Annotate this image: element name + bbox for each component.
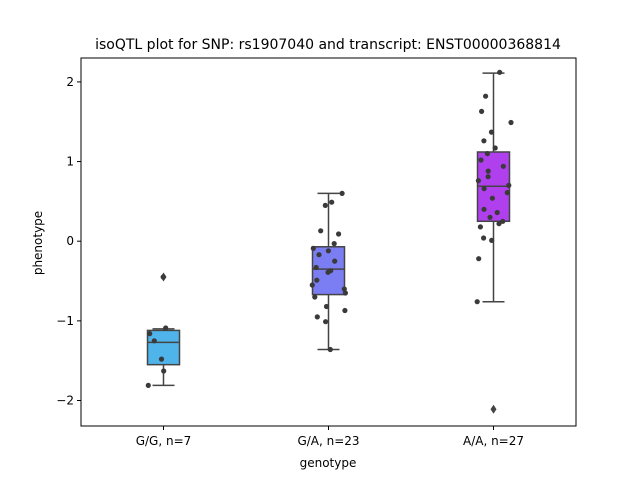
data-point bbox=[506, 182, 512, 188]
x-axis: G/G, n=7 G/A, n=23 A/A, n=27 bbox=[136, 426, 524, 448]
data-point bbox=[331, 241, 337, 247]
data-point bbox=[475, 178, 481, 184]
data-point bbox=[479, 108, 485, 114]
data-point bbox=[476, 256, 482, 262]
data-point bbox=[325, 248, 331, 254]
data-point bbox=[323, 319, 329, 325]
y-tick-label: −1 bbox=[56, 314, 74, 328]
data-point bbox=[316, 252, 322, 258]
data-point bbox=[314, 314, 320, 320]
data-point bbox=[314, 277, 320, 283]
data-point bbox=[342, 290, 348, 296]
data-point bbox=[478, 157, 484, 163]
data-point bbox=[492, 145, 498, 151]
data-point bbox=[318, 228, 324, 234]
data-point bbox=[487, 214, 493, 220]
y-tick-label: 2 bbox=[66, 75, 74, 89]
data-point bbox=[485, 174, 491, 180]
data-point bbox=[496, 221, 502, 227]
data-point bbox=[494, 209, 500, 216]
y-tick-label: −2 bbox=[56, 394, 74, 408]
plot-area bbox=[145, 69, 514, 414]
outlier-marker bbox=[490, 404, 497, 414]
data-point bbox=[339, 190, 345, 196]
data-point bbox=[500, 163, 506, 169]
data-point bbox=[322, 202, 328, 208]
data-point bbox=[163, 325, 169, 331]
x-tick-label: A/A, n=27 bbox=[463, 434, 524, 448]
data-point bbox=[147, 331, 153, 337]
data-point bbox=[485, 168, 491, 174]
data-point bbox=[481, 138, 487, 144]
chart-title: isoQTL plot for SNP: rs1907040 and trans… bbox=[95, 37, 561, 53]
data-point bbox=[477, 224, 483, 230]
y-tick-label: 1 bbox=[66, 155, 74, 169]
data-point bbox=[336, 231, 342, 237]
data-point bbox=[332, 258, 338, 264]
data-point bbox=[481, 235, 487, 241]
data-point bbox=[310, 245, 316, 251]
data-point bbox=[489, 195, 495, 201]
data-point bbox=[327, 346, 333, 353]
data-point bbox=[341, 286, 347, 292]
x-tick-label: G/G, n=7 bbox=[136, 434, 192, 448]
data-point bbox=[497, 69, 503, 75]
x-tick-label: G/A, n=23 bbox=[297, 434, 359, 448]
data-point bbox=[151, 338, 157, 344]
data-point bbox=[481, 206, 487, 212]
data-point bbox=[312, 294, 318, 300]
data-point bbox=[504, 190, 510, 196]
data-point bbox=[160, 274, 166, 280]
data-point bbox=[309, 282, 315, 288]
box-3 bbox=[476, 72, 511, 414]
data-point bbox=[500, 218, 506, 224]
data-point bbox=[329, 199, 335, 205]
data-point bbox=[488, 129, 495, 135]
data-point bbox=[489, 237, 495, 243]
data-point bbox=[158, 356, 165, 362]
data-point bbox=[323, 303, 330, 310]
y-tick-label: 0 bbox=[66, 234, 74, 248]
data-point bbox=[508, 119, 514, 126]
data-point bbox=[474, 299, 480, 305]
data-point bbox=[342, 307, 348, 314]
data-point bbox=[481, 186, 487, 192]
data-point bbox=[145, 382, 151, 388]
y-axis-label: phenotype bbox=[31, 211, 45, 275]
data-point bbox=[313, 264, 319, 271]
y-axis: −2 −1 0 1 2 bbox=[56, 75, 81, 408]
x-axis-label: genotype bbox=[300, 456, 357, 470]
data-point bbox=[483, 93, 489, 99]
data-point bbox=[325, 269, 331, 275]
data-point bbox=[484, 151, 490, 157]
data-point bbox=[161, 368, 167, 374]
